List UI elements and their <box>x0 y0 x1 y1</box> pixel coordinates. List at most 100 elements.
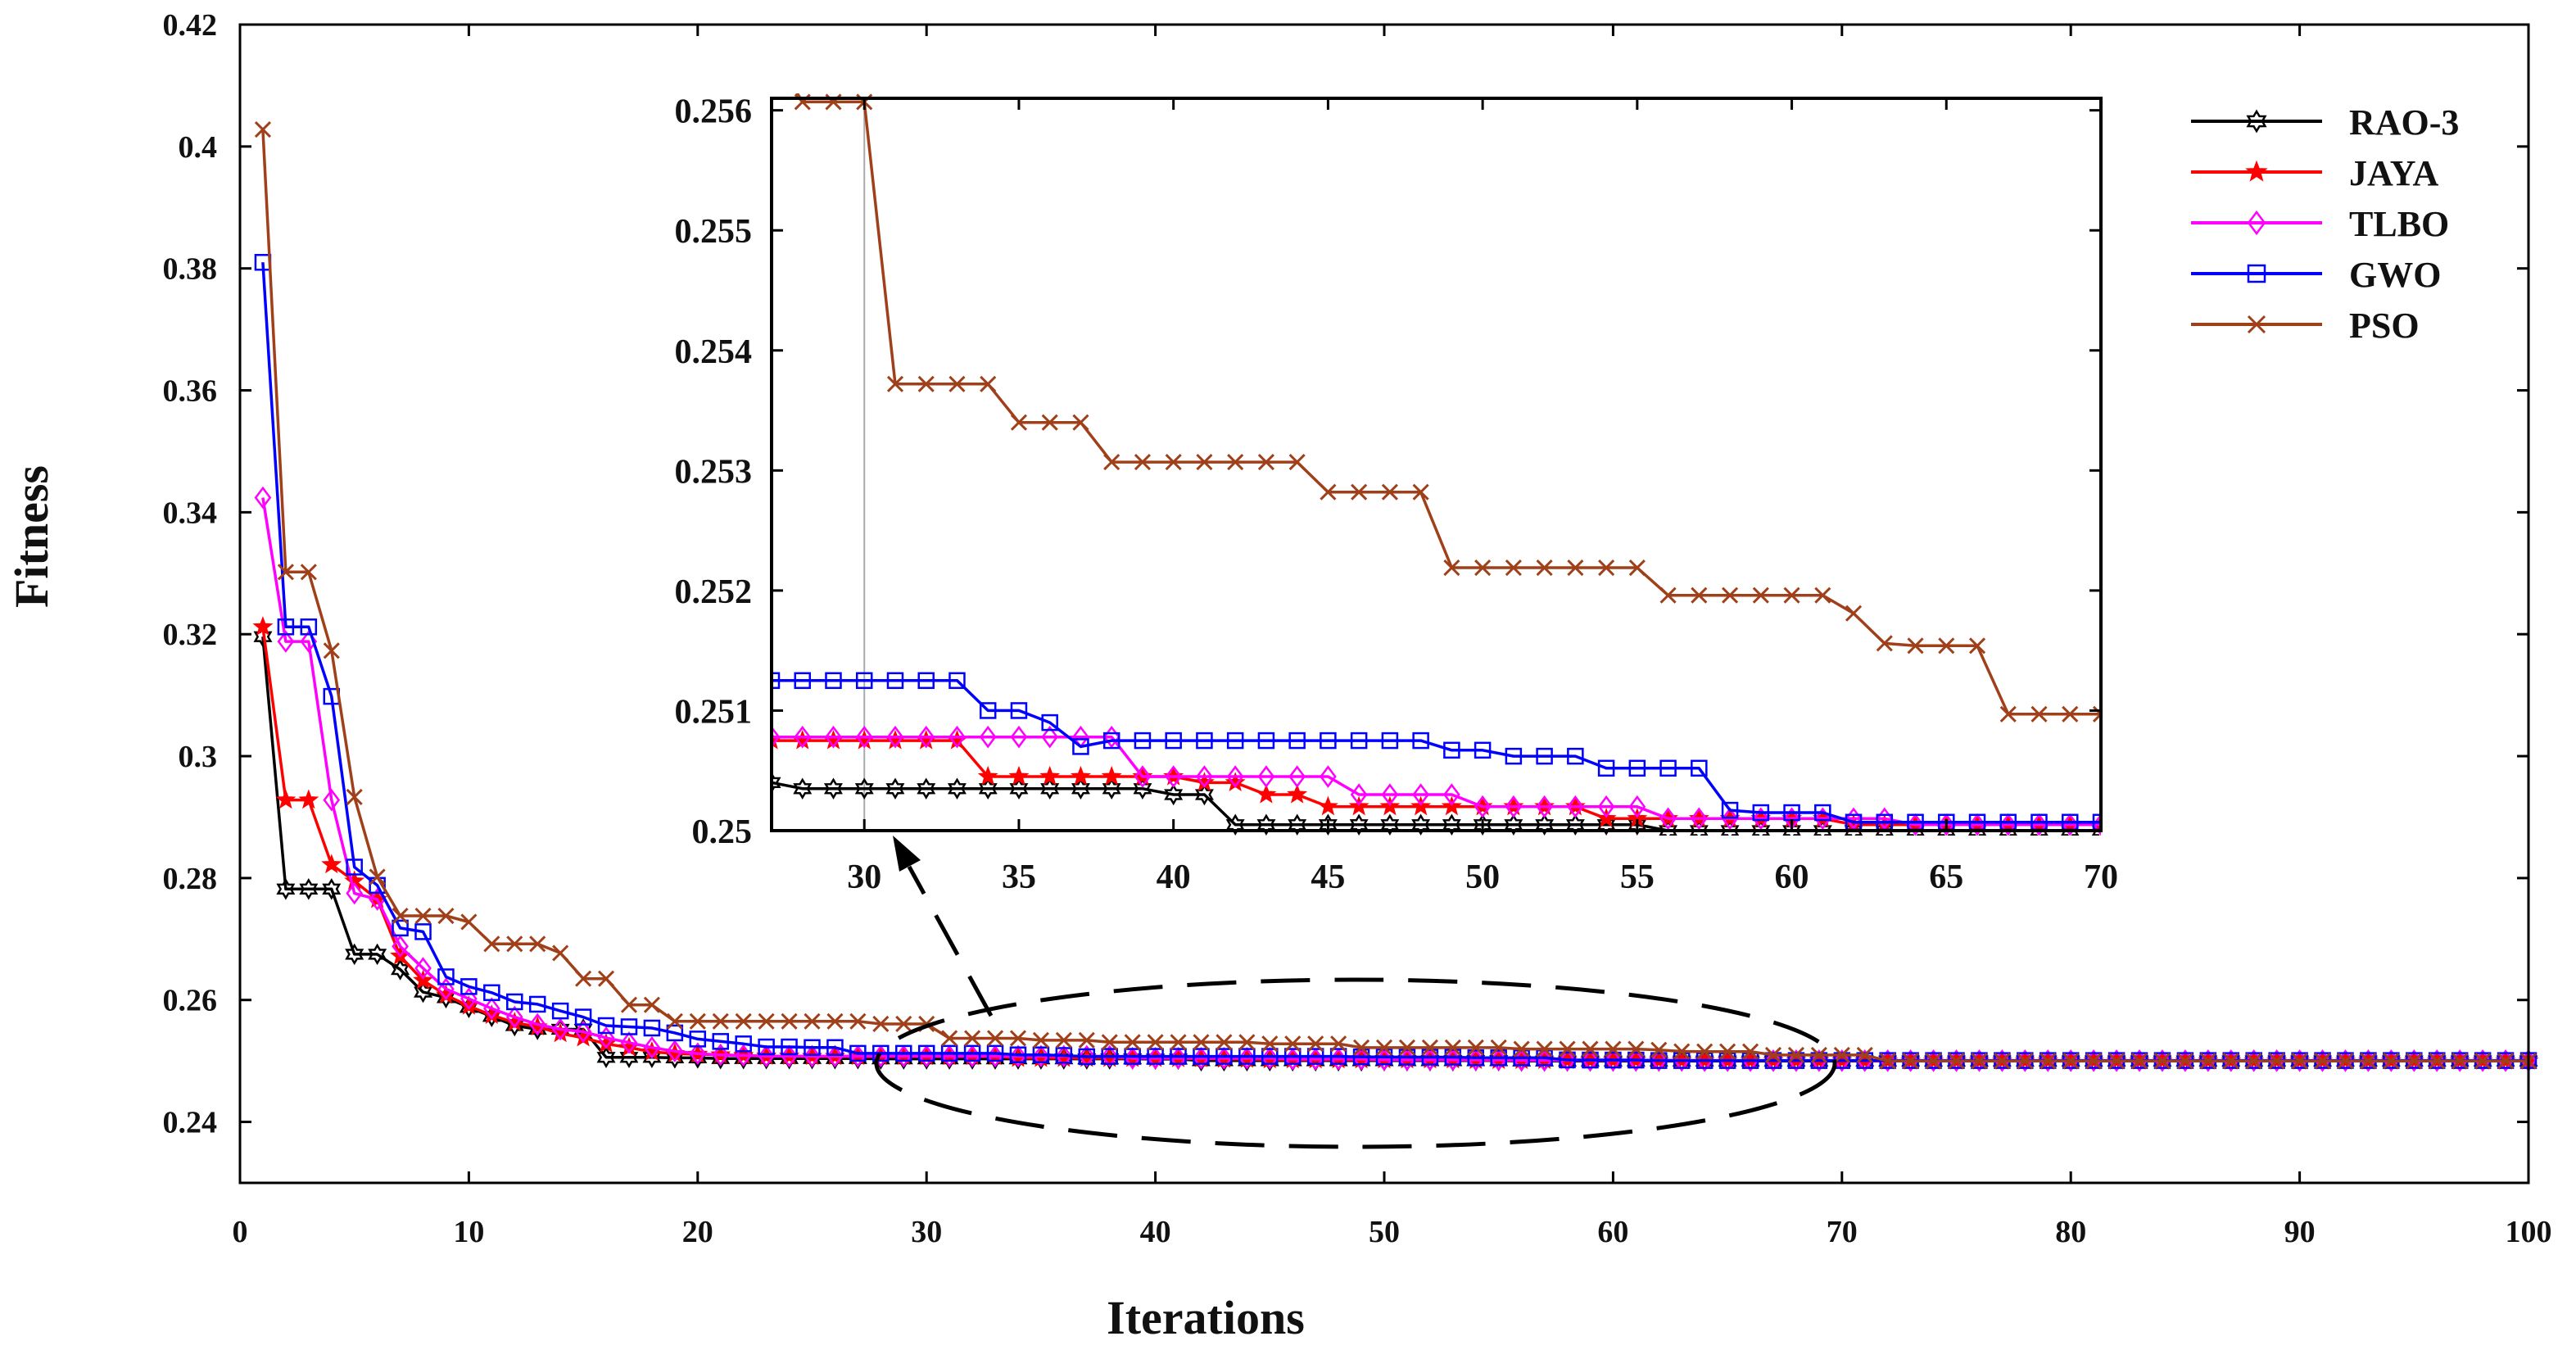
inset-y-tick-label: 0.254 <box>675 333 753 371</box>
inset-point-gwo <box>1226 732 1244 750</box>
data-point-pso <box>1994 1053 2011 1070</box>
inset-point-pso <box>1072 414 1089 431</box>
data-point-gwo <box>940 1044 958 1062</box>
data-point-pso <box>2017 1053 2034 1070</box>
data-point-gwo <box>574 1008 592 1026</box>
inset-point-gwo <box>1072 738 1089 755</box>
inset-point-gwo <box>825 672 842 690</box>
data-point-gwo <box>1764 1052 1782 1069</box>
data-point-gwo <box>781 1038 798 1056</box>
data-point-pso <box>1536 1040 1553 1058</box>
y-tick-label: 0.38 <box>163 252 218 287</box>
inset-point-gwo <box>1381 732 1399 750</box>
inset-line-gwo <box>772 679 2101 824</box>
data-point-rao-3 <box>414 981 433 1003</box>
legend-item-gwo: GWO <box>2191 255 2441 295</box>
data-point-rao-3 <box>299 878 319 900</box>
data-point-pso <box>323 642 340 659</box>
data-point-gwo <box>735 1035 752 1053</box>
inset-point-gwo <box>886 672 904 690</box>
data-point-rao-3 <box>253 625 273 648</box>
legend: RAO-3 JAYA TLBO GWO PSO <box>2191 102 2459 346</box>
data-point-gwo <box>528 995 546 1013</box>
inset-point-tlbo <box>1226 765 1244 788</box>
data-point-tlbo <box>1009 1044 1027 1068</box>
data-point-pso <box>1856 1046 1873 1064</box>
data-point-pso <box>437 907 455 925</box>
data-point-gwo <box>895 1044 912 1062</box>
data-point-pso <box>2452 1053 2469 1070</box>
inset-point-tlbo <box>1659 807 1677 831</box>
series-pso <box>254 120 2538 1070</box>
inset-point-pso <box>1381 483 1398 501</box>
data-point-gwo <box>1856 1052 1873 1069</box>
data-point-pso <box>2268 1053 2285 1070</box>
x-tick-label: 40 <box>1140 1215 1171 1249</box>
legend-item-jaya: JAYA <box>2191 153 2438 193</box>
data-point-pso <box>2062 1053 2080 1070</box>
data-point-pso <box>392 907 409 925</box>
data-point-pso <box>597 970 615 987</box>
inset-x-tick-label: 55 <box>1620 858 1655 896</box>
inset-point-jaya <box>977 765 998 786</box>
data-point-tlbo <box>1810 1049 1828 1072</box>
data-point-tlbo <box>712 1043 730 1067</box>
inset-point-pso <box>1999 705 2017 723</box>
data-point-pso <box>1879 1053 1896 1070</box>
inset-point-pso <box>1752 587 1769 604</box>
y-tick-label: 0.4 <box>179 130 218 165</box>
data-point-gwo <box>506 993 523 1011</box>
data-point-pso <box>986 1030 1004 1047</box>
data-point-gwo <box>1467 1049 1485 1067</box>
inset-point-tlbo <box>1597 795 1615 818</box>
inset-point-rao-3 <box>1813 819 1832 836</box>
inset-point-pso <box>1041 414 1058 431</box>
data-point-pso <box>1902 1053 1919 1070</box>
data-point-gwo <box>1352 1048 1370 1066</box>
inset-point-tlbo <box>772 725 781 749</box>
data-point-gwo <box>1101 1048 1118 1065</box>
data-point-jaya <box>321 854 342 874</box>
inset-point-gwo <box>1691 759 1708 777</box>
inset-point-pso <box>1351 483 1368 501</box>
inset-point-rao-3 <box>823 777 843 800</box>
data-point-pso <box>2497 1053 2515 1070</box>
x-tick-label: 50 <box>1369 1215 1400 1249</box>
data-point-pso <box>575 970 592 987</box>
data-point-tlbo <box>1628 1049 1645 1072</box>
data-point-pso <box>1284 1035 1302 1053</box>
inset-point-rao-3 <box>1659 819 1678 836</box>
data-point-pso <box>1078 1031 1095 1049</box>
inset-point-rao-3 <box>1194 783 1214 806</box>
inset-series-gwo <box>772 672 2101 831</box>
inset-point-gwo <box>1041 713 1058 732</box>
inset-point-pso <box>2092 705 2101 723</box>
inset-y-tick-label: 0.255 <box>675 213 753 251</box>
legend-item-tlbo: TLBO <box>2191 204 2449 244</box>
data-point-gwo <box>963 1044 981 1062</box>
legend-label-gwo: GWO <box>2349 255 2441 295</box>
data-point-pso <box>781 1012 798 1030</box>
inset-frame <box>770 97 2103 832</box>
data-point-gwo <box>1283 1048 1302 1065</box>
inset-point-pso <box>1938 637 1955 655</box>
data-point-tlbo <box>277 630 295 653</box>
data-point-gwo <box>1605 1051 1622 1069</box>
inset-point-rao-3 <box>1133 777 1152 800</box>
inset-x-tick-label: 30 <box>847 858 881 896</box>
legend-label-rao-3: RAO-3 <box>2349 102 2459 143</box>
data-point-gwo <box>712 1033 729 1050</box>
data-point-pso <box>1582 1040 1599 1058</box>
inset-point-gwo <box>1443 741 1460 759</box>
inset-point-pso <box>1968 637 1986 655</box>
data-point-tlbo <box>781 1044 798 1067</box>
data-point-tlbo <box>1055 1044 1073 1068</box>
data-point-pso <box>1193 1034 1210 1051</box>
data-point-gwo <box>804 1039 821 1057</box>
data-point-gwo <box>1559 1051 1576 1069</box>
data-point-pso <box>2176 1053 2193 1070</box>
inset-point-pso <box>2062 705 2079 723</box>
data-point-pso <box>895 1015 912 1033</box>
x-tick-label: 100 <box>2506 1215 2552 1249</box>
data-point-gwo <box>1582 1051 1599 1069</box>
